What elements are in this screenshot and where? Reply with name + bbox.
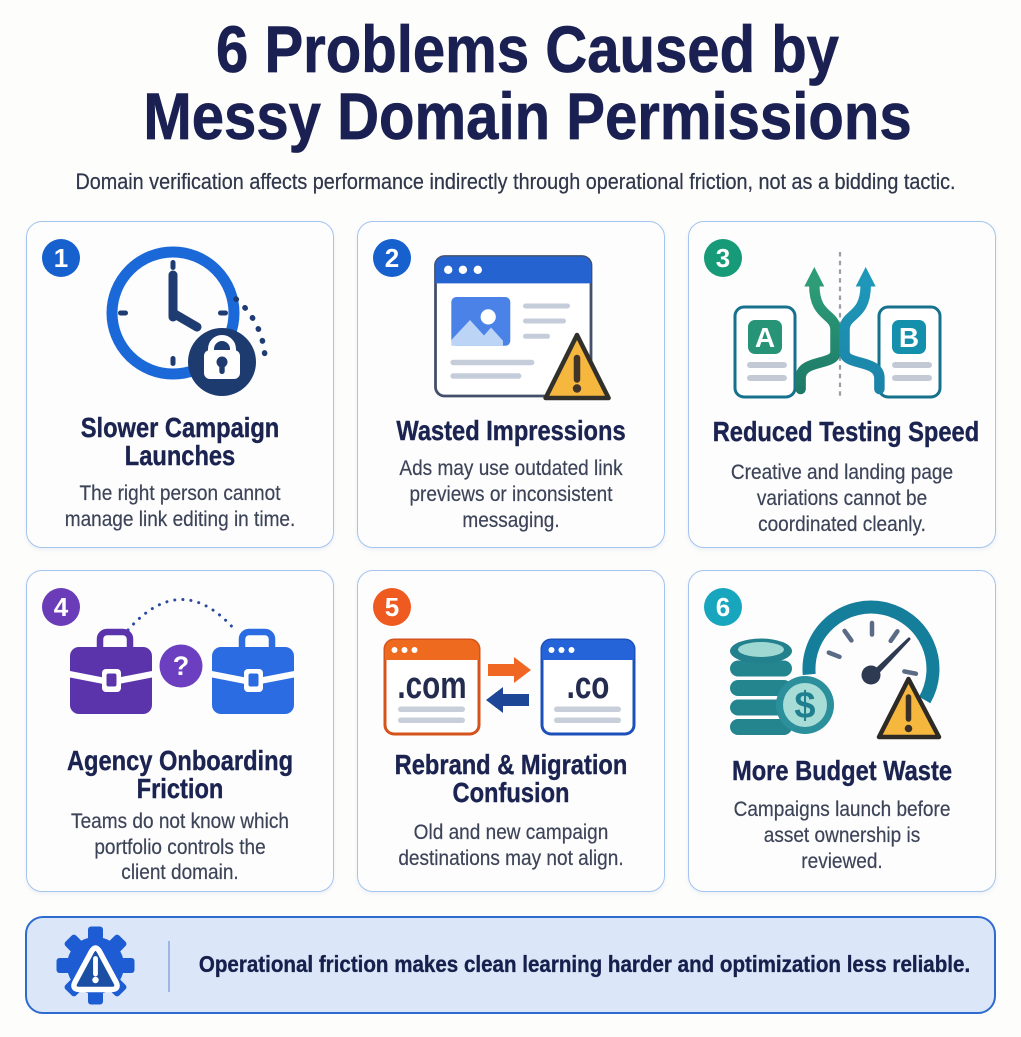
svg-text:$: $ — [794, 685, 815, 727]
svg-text:?: ? — [173, 651, 190, 681]
svg-text:B: B — [899, 322, 919, 353]
svg-text:A: A — [755, 322, 775, 353]
svg-text:.com: .com — [397, 665, 466, 707]
svg-text:.co: .co — [567, 665, 610, 707]
